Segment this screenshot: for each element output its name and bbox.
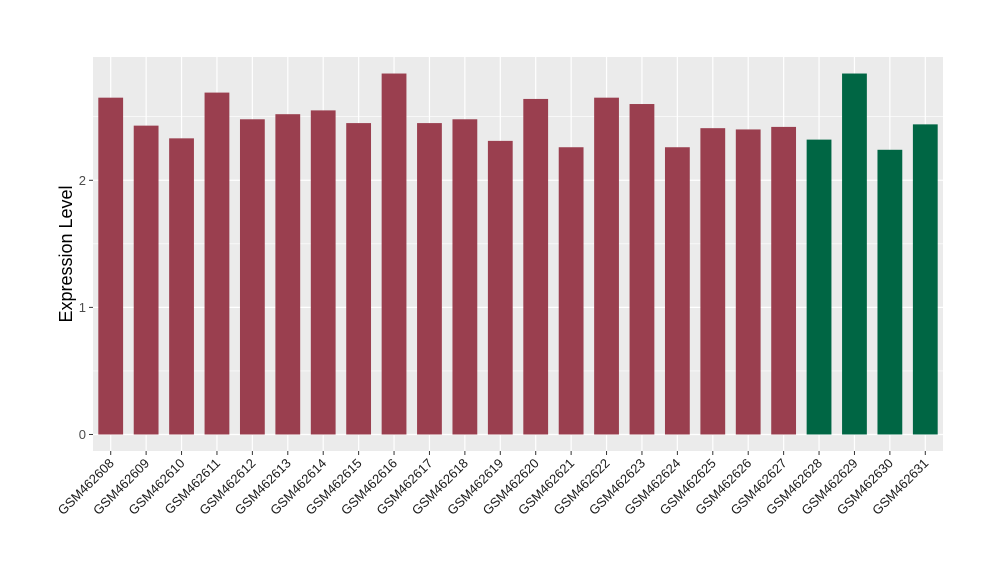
bar-GSM462608 bbox=[98, 97, 124, 435]
bar-GSM462617 bbox=[417, 123, 442, 435]
minor-gridlines bbox=[93, 116, 943, 372]
y-tick-label: 1 bbox=[79, 300, 86, 315]
bar-GSM462629 bbox=[842, 73, 867, 435]
x-axis: GSM462608GSM462609GSM462610GSM462611GSM4… bbox=[55, 451, 931, 518]
y-axis-title: Expression Level bbox=[56, 185, 76, 322]
bar-GSM462620 bbox=[523, 98, 549, 435]
y-axis: 0 1 2 bbox=[79, 173, 93, 442]
bar-GSM462622 bbox=[594, 97, 619, 435]
bar-GSM462611 bbox=[204, 92, 230, 435]
bar-GSM462616 bbox=[381, 73, 407, 435]
y-tick-label: 2 bbox=[79, 173, 86, 188]
bar-GSM462623 bbox=[629, 104, 655, 435]
plot-panel bbox=[93, 57, 943, 451]
bar-GSM462614 bbox=[310, 110, 336, 435]
bar-GSM462609 bbox=[133, 125, 159, 435]
bar-GSM462630 bbox=[877, 149, 903, 435]
bar-GSM462627 bbox=[771, 126, 797, 435]
y-tick-label: 0 bbox=[79, 427, 86, 442]
bar-GSM462624 bbox=[664, 147, 690, 435]
bar-GSM462625 bbox=[700, 128, 726, 435]
bar-GSM462631 bbox=[912, 124, 938, 435]
bar-GSM462610 bbox=[169, 138, 194, 435]
bar-GSM462612 bbox=[239, 119, 265, 435]
bar-GSM462618 bbox=[452, 119, 478, 435]
bar-GSM462626 bbox=[735, 129, 761, 435]
bar-GSM462613 bbox=[275, 114, 301, 435]
bar-GSM462615 bbox=[346, 123, 372, 435]
bar-GSM462621 bbox=[558, 147, 584, 435]
bars bbox=[98, 73, 938, 435]
bar-GSM462619 bbox=[487, 140, 513, 435]
bar-GSM462628 bbox=[806, 139, 832, 435]
